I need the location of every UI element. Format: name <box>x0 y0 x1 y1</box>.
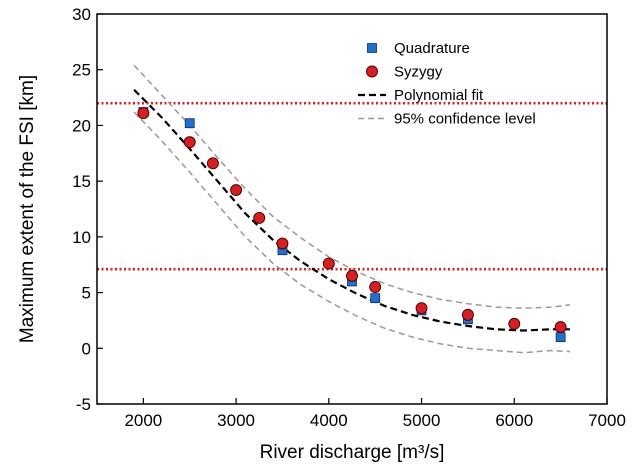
legend: Quadrature Syzygy Polynomial fit 95% confid… <box>358 40 536 128</box>
x-tick-label: 5000 <box>403 411 441 430</box>
legend-label: 95% confidence level <box>394 111 536 128</box>
legend-swatch-quadrature <box>367 43 377 53</box>
legend-swatch-syzygy <box>366 65 378 78</box>
quadrature-point <box>370 293 381 304</box>
y-tick-label: 0 <box>82 339 91 358</box>
syzygy-point <box>508 317 521 330</box>
fit-lines <box>133 64 570 354</box>
x-tick-label: 7000 <box>588 411 626 430</box>
confidence-line <box>133 64 570 309</box>
syzygy-point <box>415 302 428 315</box>
syzygy-point <box>253 211 266 224</box>
syzygy-point <box>183 136 196 149</box>
x-tick-label: 2000 <box>124 411 162 430</box>
y-tick-label: 25 <box>72 61 91 80</box>
y-axis-title: Maximum extent of the FSI [km] <box>17 75 38 343</box>
y-tick-label: 20 <box>72 116 91 135</box>
x-tick-label: 4000 <box>310 411 348 430</box>
legend-label: Polynomial fit <box>394 87 484 104</box>
confidence-line <box>133 111 570 354</box>
x-tick-label: 3000 <box>217 411 255 430</box>
x-tick-label: 6000 <box>495 411 533 430</box>
y-tick-label: 10 <box>72 228 91 247</box>
axis-ticks: 2000 3000 4000 5000 6000 7000 -5 0 5 10 15 20 25 30 <box>72 5 626 430</box>
y-tick-label: 5 <box>82 284 91 303</box>
quadrature-point <box>184 118 195 129</box>
legend-label: Quadrature <box>394 40 470 57</box>
legend-label: Syzygy <box>394 64 443 81</box>
syzygy-point <box>206 157 219 170</box>
syzygy-point <box>369 281 382 293</box>
y-tick-label: 15 <box>72 172 91 191</box>
reference-lines <box>97 101 607 271</box>
syzygy-point <box>554 321 567 334</box>
data-points <box>137 107 567 343</box>
quadrature-point <box>555 332 566 343</box>
y-tick-label: -5 <box>76 395 91 414</box>
syzygy-point <box>322 257 335 270</box>
syzygy-point <box>276 237 289 250</box>
plot-frame <box>96 13 608 405</box>
syzygy-point <box>230 184 243 197</box>
syzygy-point <box>346 269 358 282</box>
y-tick-label: 30 <box>72 5 91 24</box>
syzygy-point <box>461 308 474 321</box>
syzygy-point <box>137 107 150 120</box>
x-axis-title: River discharge [m³/s] <box>260 442 445 463</box>
